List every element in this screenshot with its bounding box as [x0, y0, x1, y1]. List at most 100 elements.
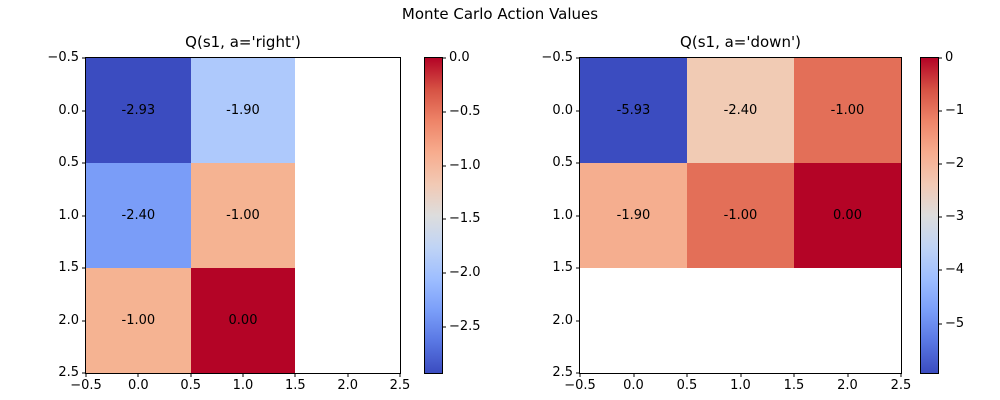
- heatmap-cell: -1.00: [794, 58, 901, 163]
- x-tick-label: 0.0: [127, 378, 149, 393]
- x-tick-mark: [900, 373, 902, 377]
- x-tick-label: 2.5: [890, 378, 912, 393]
- heatmap-cell: -1.00: [86, 268, 191, 373]
- x-tick-label: 0.5: [180, 378, 201, 393]
- x-tick-mark: [793, 373, 795, 377]
- heatmap-cell: 0.00: [190, 268, 296, 373]
- x-tick-mark: [85, 373, 87, 377]
- y-tick-label: 1.5: [58, 260, 79, 275]
- colorbar-tick-label: −1.5: [449, 211, 481, 227]
- x-tick-mark: [686, 373, 688, 377]
- heatmap-cell: -2.93: [86, 58, 191, 163]
- colorbar-tick-mark: [442, 111, 446, 113]
- y-tick-mark: [82, 57, 86, 59]
- x-tick-mark: [347, 373, 349, 377]
- y-tick-label: −0.5: [541, 50, 573, 65]
- x-tick-label: 1.5: [783, 378, 805, 393]
- x-tick-mark: [399, 373, 401, 377]
- colorbar-tick-mark: [442, 218, 446, 220]
- y-tick-mark: [82, 215, 86, 216]
- heatmap-cell: 0.00: [794, 163, 901, 268]
- x-tick-label: 1.0: [730, 378, 751, 393]
- y-tick-label: 2.0: [58, 312, 79, 328]
- heatmap-cell: -2.40: [687, 58, 794, 163]
- y-tick-mark: [576, 267, 580, 269]
- heatmap-cell: [687, 268, 794, 373]
- subplot-title: Q(s1, a='down'): [680, 33, 801, 51]
- heatmap-cell: -1.90: [580, 163, 687, 268]
- x-tick-label: 2.5: [389, 378, 411, 393]
- colorbar-tick-label: −4: [945, 262, 965, 278]
- colorbar-tick-label: −2: [945, 156, 965, 172]
- colorbar-tick-label: −3: [945, 209, 965, 225]
- x-tick-mark: [847, 373, 848, 377]
- x-tick-mark: [579, 373, 581, 377]
- heatmap-cell: -1.00: [687, 163, 794, 268]
- y-tick-label: 0.5: [552, 155, 573, 170]
- colorbar-tick-mark: [442, 326, 446, 328]
- x-tick-label: 0.5: [676, 378, 698, 393]
- colorbar-tick-mark: [938, 269, 942, 271]
- subplot-title: Q(s1, a='right'): [185, 33, 301, 51]
- heatmap-axes: -2.93 -1.90 -2.40 -1.00 -1.00 0.00 −0.5 0.0 0.5…: [47, 51, 410, 393]
- heatmap-axes: -5.93 -2.40 -1.00 -1.90 -1.00 0.00 −0.5 0.0 0.5…: [541, 51, 911, 393]
- colorbar-tick-mark: [442, 272, 446, 274]
- y-tick-label: 0.5: [58, 155, 79, 170]
- x-tick-label: 0.0: [623, 378, 644, 393]
- colorbar-tick-label: −0.5: [449, 103, 481, 119]
- x-tick-label: −0.5: [564, 378, 596, 393]
- colorbar: 0 −1 −2 −3 −4 −5: [920, 51, 964, 374]
- y-tick-label: 0.0: [552, 102, 573, 118]
- y-tick-mark: [576, 110, 580, 111]
- colorbar: 0.0 −0.5 −1.0 −1.5 −2.0 −2.5: [424, 51, 481, 374]
- y-tick-label: 2.0: [552, 312, 573, 328]
- heatmap-cell: [580, 268, 687, 373]
- y-tick-mark: [82, 320, 86, 321]
- y-tick-mark: [576, 57, 580, 59]
- x-tick-label: −0.5: [70, 378, 102, 393]
- y-tick-mark: [82, 267, 86, 269]
- y-tick-mark: [82, 372, 86, 374]
- heatmap-cell: [295, 58, 400, 163]
- y-tick-label: 1.0: [58, 207, 79, 223]
- colorbar-tick-mark: [938, 163, 942, 165]
- y-tick-mark: [576, 320, 580, 321]
- heatmap-cell: -2.40: [86, 163, 191, 268]
- x-tick-label: 1.0: [232, 378, 254, 393]
- colorbar-tick-mark: [938, 110, 942, 112]
- heatmap-cell: [295, 163, 400, 268]
- heatmap-cell: [295, 268, 400, 373]
- x-tick-label: 2.0: [337, 378, 358, 393]
- colorbar-tick-mark: [938, 216, 942, 218]
- heatmap-cell: -1.00: [190, 163, 296, 268]
- y-tick-label: 2.5: [58, 365, 79, 380]
- colorbar-tick-mark: [938, 57, 942, 59]
- y-tick-label: −0.5: [47, 50, 79, 65]
- figure-title: Monte Carlo Action Values: [401, 5, 599, 23]
- colorbar-tick-label: −2.0: [449, 265, 481, 281]
- colorbar-tick-mark: [442, 57, 446, 59]
- colorbar-tick-label: 0: [945, 50, 954, 65]
- x-tick-mark: [633, 373, 634, 377]
- x-tick-mark: [242, 373, 244, 377]
- x-tick-label: 2.0: [837, 378, 858, 393]
- colorbar-tick-label: 0.0: [449, 50, 470, 65]
- colorbar-tick-label: −1: [945, 103, 965, 119]
- x-tick-mark: [190, 373, 192, 377]
- x-tick-label: 1.5: [284, 378, 306, 393]
- y-tick-mark: [82, 110, 86, 111]
- y-tick-mark: [576, 372, 580, 374]
- colorbar-tick-mark: [442, 165, 446, 166]
- colorbar-tick-mark: [938, 323, 942, 325]
- x-tick-mark: [137, 373, 139, 377]
- y-tick-mark: [576, 215, 580, 216]
- colorbar-tick-label: −2.5: [449, 318, 481, 334]
- heatmap-grid: -2.93 -1.90 -2.40 -1.00 -1.00 0.00: [86, 58, 400, 373]
- y-tick-label: 1.0: [552, 207, 573, 223]
- heatmap-grid: -5.93 -2.40 -1.00 -1.90 -1.00 0.00: [580, 58, 901, 373]
- y-tick-mark: [576, 162, 580, 164]
- heatmap-cell: [794, 268, 901, 373]
- colorbar-tick-label: −5: [945, 315, 965, 331]
- y-tick-label: 2.5: [552, 365, 573, 380]
